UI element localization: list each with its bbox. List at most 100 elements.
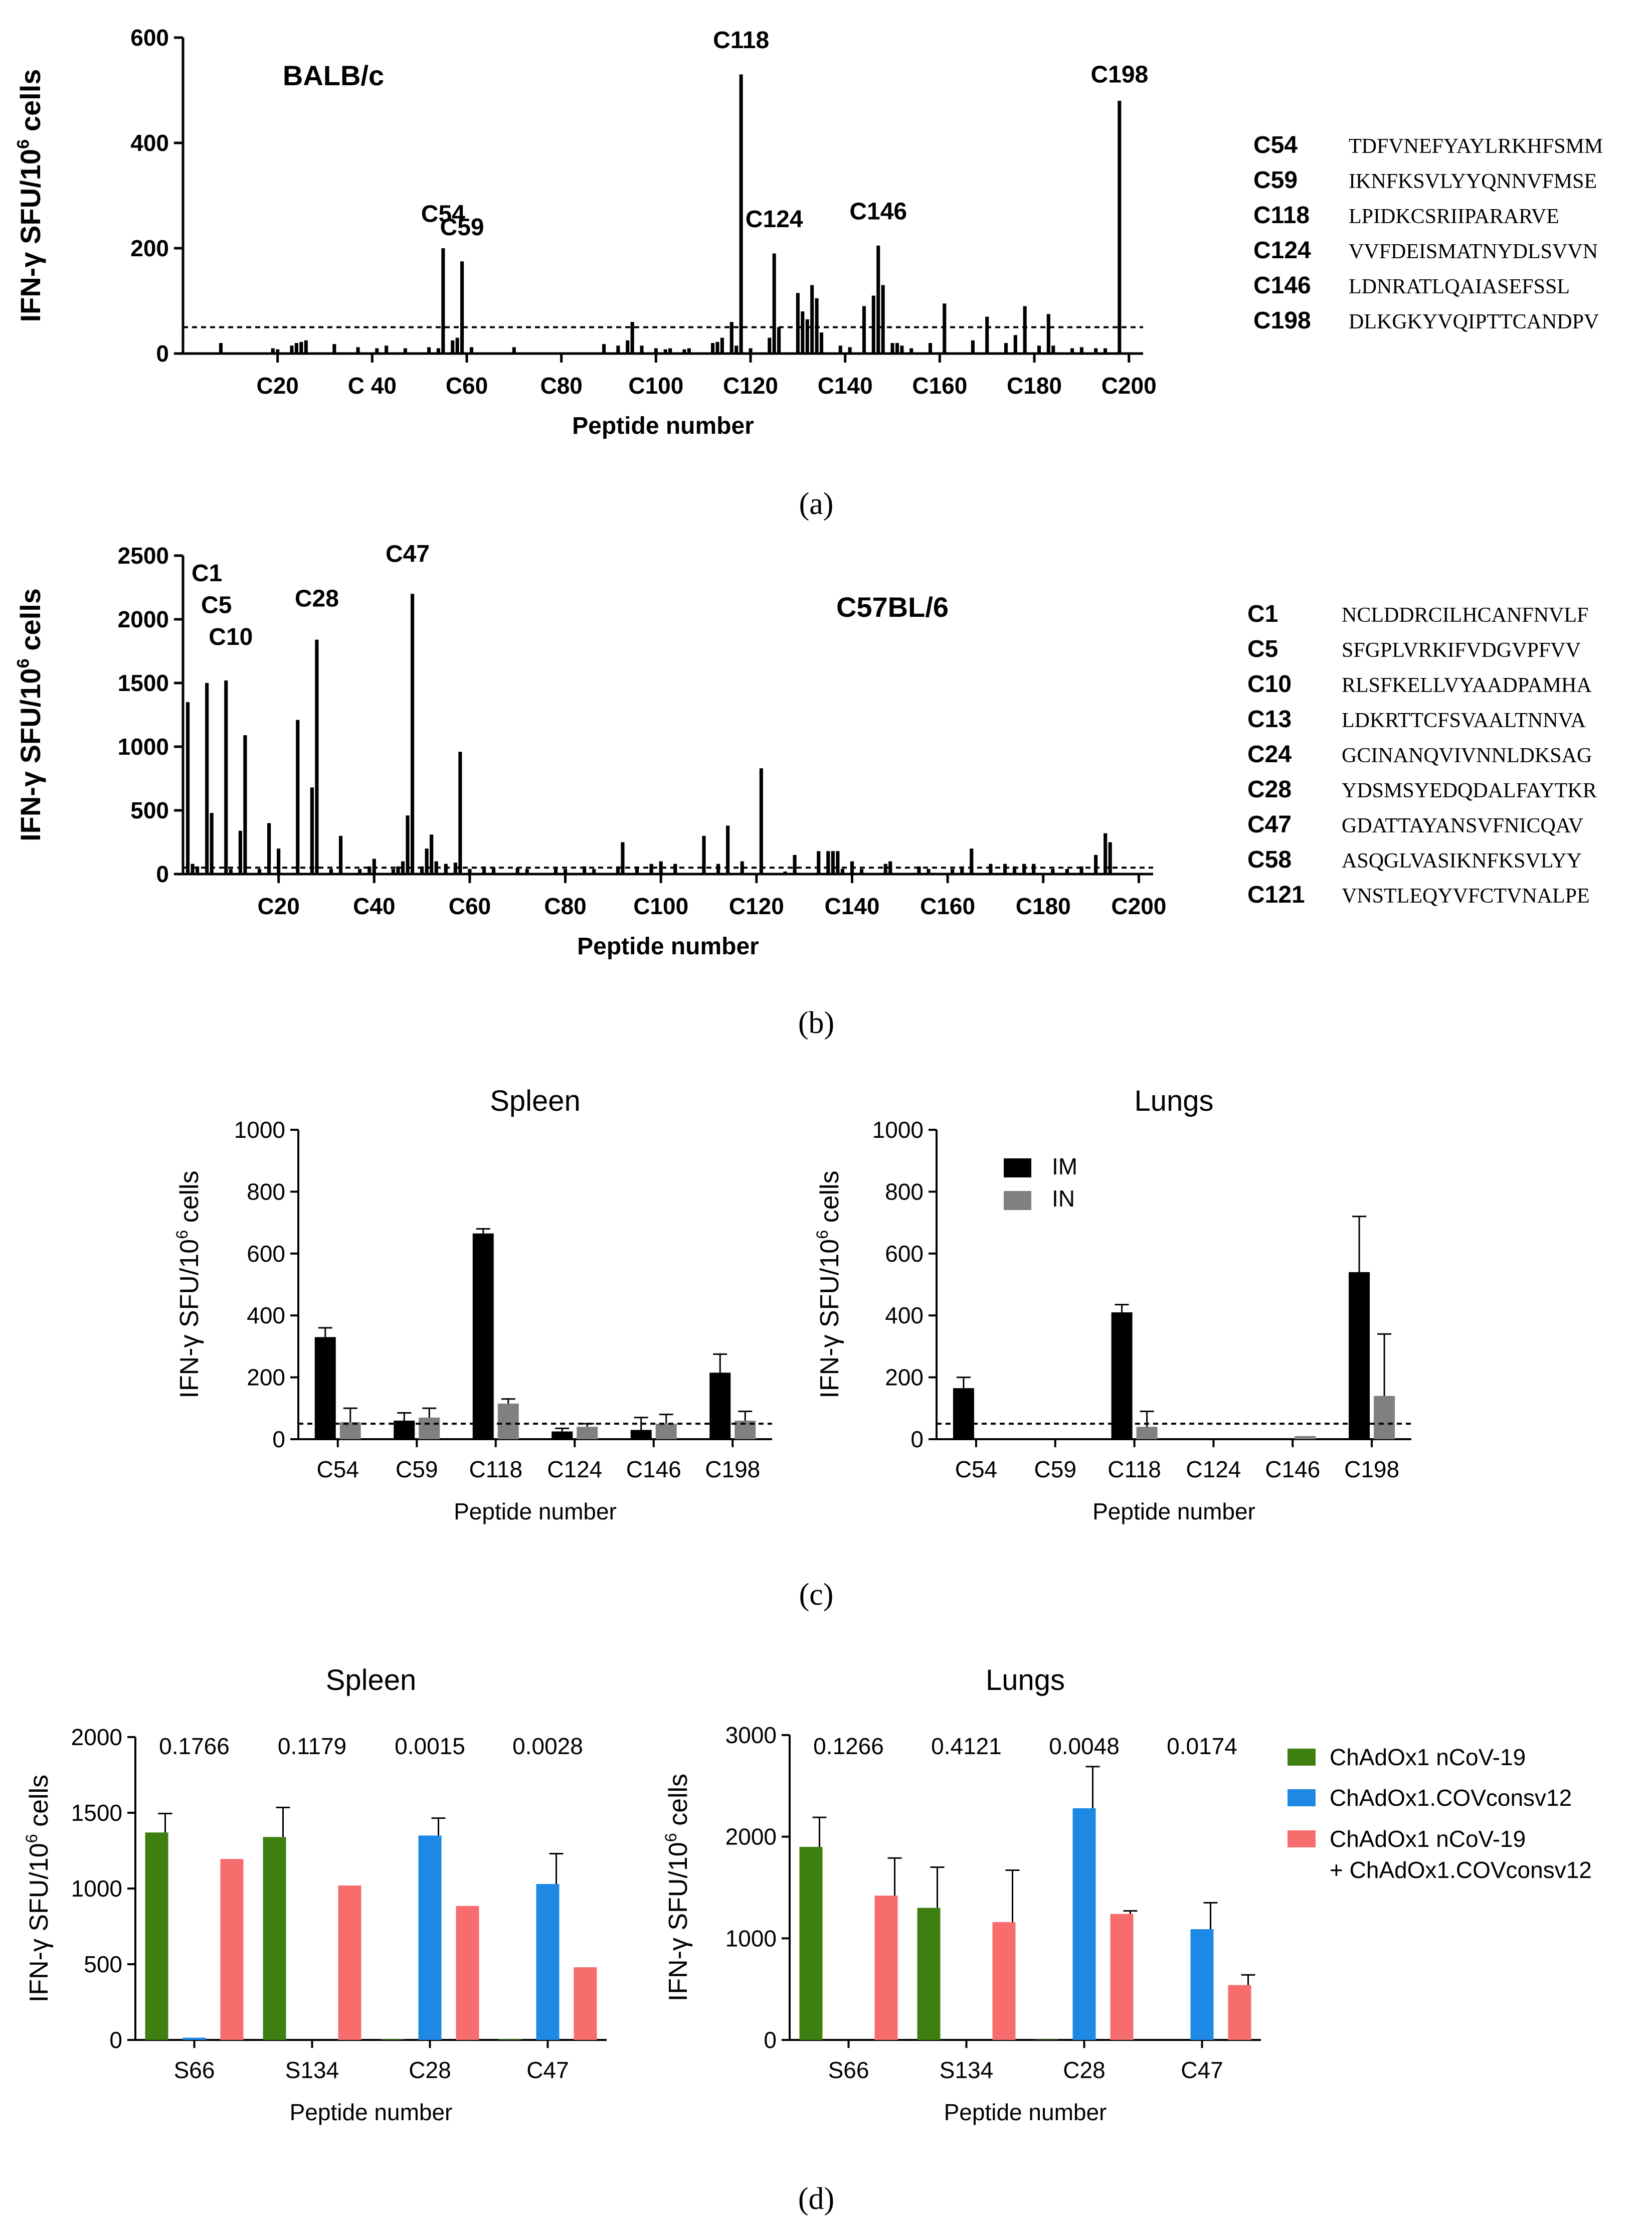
peptide-id: C146: [1253, 272, 1311, 299]
peptide-id: C28: [1247, 776, 1292, 803]
bar: [186, 702, 190, 874]
bar: [917, 1908, 941, 2040]
bar: [455, 337, 459, 354]
bar: [552, 1431, 573, 1439]
bar: [831, 851, 835, 874]
y-tick-label: 1000: [872, 1117, 924, 1143]
bar: [1012, 866, 1017, 874]
bar: [871, 295, 875, 354]
bar: [772, 253, 776, 354]
peptide-id: C198: [1253, 307, 1311, 334]
bar: [1023, 306, 1027, 354]
bar: [220, 1859, 244, 2040]
bar: [1118, 101, 1122, 354]
x-tick-label: C100: [633, 893, 688, 919]
y-tick-label: 600: [247, 1241, 285, 1267]
bar: [630, 322, 634, 354]
peptide-annotation: C5: [201, 592, 232, 618]
bar: [299, 341, 303, 354]
p-value: 0.0174: [1167, 1733, 1237, 1759]
x-tick-label: C59: [396, 1456, 438, 1482]
bar: [238, 830, 242, 874]
bar: [441, 248, 445, 354]
peptide-annotation: C124: [746, 206, 803, 233]
peptide-sequence: LPIDKCSRIIPARARVE: [1349, 205, 1559, 228]
chart-title: BALB/c: [283, 60, 384, 91]
bar: [900, 346, 904, 354]
bar: [191, 864, 195, 874]
bar: [444, 864, 448, 874]
bar: [716, 864, 720, 874]
y-axis-label-superscript: 6: [23, 1834, 41, 1843]
peptide-sequence: VVFDEISMATNYDLSVVN: [1349, 240, 1598, 263]
x-tick-label: C28: [409, 2057, 451, 2083]
y-axis-label-tail: cells: [664, 1774, 693, 1833]
bar: [338, 1885, 361, 2040]
bar: [294, 343, 298, 354]
x-tick-label: C140: [824, 893, 879, 919]
bar: [525, 869, 529, 874]
x-tick-label: C198: [705, 1456, 760, 1482]
bar: [385, 346, 389, 354]
y-axis-label-text: IFN-γ SFU/106 cells: [14, 69, 46, 322]
x-tick-label: C180: [1007, 373, 1062, 399]
peptide-annotation: C28: [295, 586, 339, 612]
bar: [602, 344, 606, 354]
bar: [229, 869, 233, 874]
bar: [859, 869, 864, 874]
bar: [427, 347, 431, 354]
y-tick-label: 500: [84, 1951, 122, 1977]
bar: [895, 343, 899, 354]
y-tick-label: 400: [247, 1302, 285, 1328]
bar: [630, 1430, 652, 1439]
y-tick-label: 0: [109, 2027, 122, 2053]
bar: [338, 835, 343, 874]
peptide-annotation: C59: [440, 214, 484, 241]
bar: [356, 347, 360, 354]
legend-swatch-im: [1004, 1158, 1031, 1177]
bar: [673, 864, 677, 874]
bar: [456, 1906, 479, 2040]
bar: [1032, 864, 1036, 874]
peptide-annotation: C1: [192, 560, 222, 587]
bar: [1003, 864, 1007, 874]
x-axis-label: Peptide number: [572, 413, 754, 439]
bar: [715, 341, 719, 354]
bar: [224, 680, 228, 874]
y-axis-label-superscript: 6: [662, 1833, 680, 1842]
peptide-sequence: ASQGLVASIKNFKSVLYY: [1342, 849, 1582, 873]
bar: [711, 343, 715, 354]
bar: [1136, 1427, 1158, 1439]
y-tick-label: 1000: [71, 1875, 122, 1902]
x-tick-label: C20: [256, 373, 298, 399]
bar: [1079, 347, 1083, 354]
panel-label: (a): [799, 487, 834, 521]
p-value: 0.4121: [931, 1733, 1002, 1759]
y-axis-label-main: IFN-γ SFU/10: [664, 1842, 693, 2001]
y-axis-label-main: IFN-γ SFU/10: [175, 1239, 204, 1399]
x-tick-label: C47: [1181, 2057, 1223, 2083]
y-tick-label: 200: [130, 235, 169, 261]
peptide-annotation: C198: [1090, 61, 1148, 88]
bar: [796, 293, 800, 354]
bar: [729, 322, 733, 354]
bar: [436, 348, 440, 354]
bar: [709, 1373, 731, 1439]
bar: [1046, 314, 1050, 354]
peptide-sequence: SFGPLVRKIFVDGVPFVV: [1342, 639, 1581, 662]
y-axis-label-main: IFN-γ SFU/10: [25, 1843, 54, 2002]
bar: [410, 594, 415, 874]
x-axis-label: Peptide number: [577, 933, 759, 960]
y-tick-label: 2000: [725, 1824, 777, 1850]
bar: [205, 683, 209, 874]
bar: [801, 311, 805, 354]
peptide-id: C124: [1253, 237, 1311, 264]
peptide-sequence: VNSTLEQYVFCTVNALPE: [1342, 885, 1590, 908]
bar: [836, 851, 840, 874]
y-tick-label: 800: [885, 1178, 924, 1205]
x-tick-label: C160: [920, 893, 975, 919]
bar: [1035, 2039, 1058, 2040]
y-axis-label-tail: cells: [815, 1170, 844, 1230]
x-axis-label: Peptide number: [944, 2099, 1107, 2125]
